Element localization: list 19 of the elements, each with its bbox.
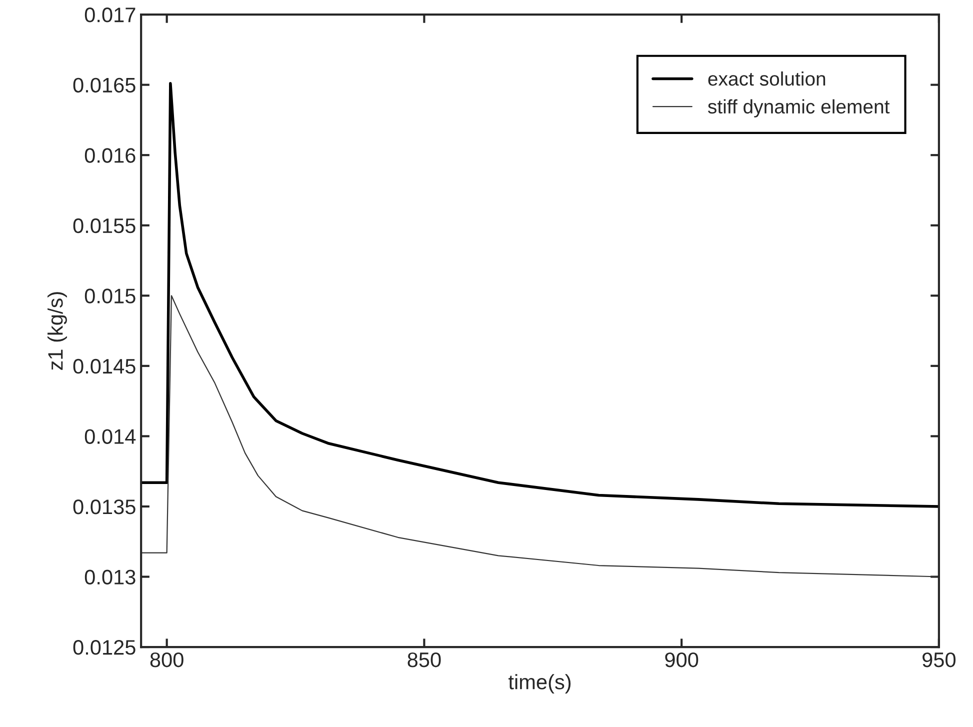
x-tick-label: 850: [408, 652, 441, 668]
x-axis-title: time(s): [508, 674, 571, 694]
legend-label: exact solution: [708, 71, 826, 86]
x-tick-label: 950: [922, 652, 956, 668]
y-tick-label: 0.0165: [73, 78, 136, 93]
line-series: [141, 295, 939, 578]
y-tick-label: 0.0145: [73, 358, 136, 374]
y-axis-title: z1 (kg/s): [48, 292, 67, 370]
x-tick-label: 900: [665, 652, 698, 668]
y-tick-label: 0.015: [84, 288, 136, 304]
x-tick-label: 800: [150, 652, 184, 668]
y-tick-label: 0.0155: [73, 218, 136, 234]
y-tick-label: 0.016: [84, 148, 136, 163]
y-tick-label: 0.0135: [73, 499, 136, 514]
y-tick-label: 0.014: [84, 429, 136, 444]
legend-label: stiff dynamic element: [708, 99, 890, 118]
y-tick-label: 0.013: [84, 570, 136, 585]
y-tick-label: 0.0125: [73, 640, 136, 655]
y-tick-label: 0.017: [84, 8, 136, 22]
